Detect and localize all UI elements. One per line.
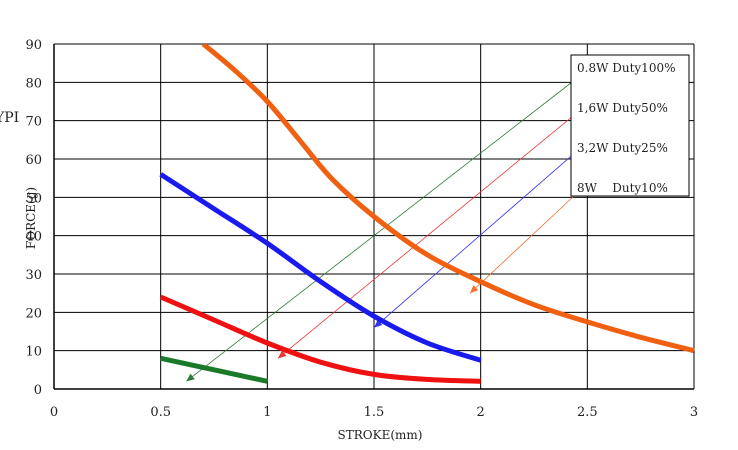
- y-axis-title: FORCE(g): [24, 187, 38, 249]
- y-tick-label: 80: [25, 76, 42, 91]
- series-pointer-arrowhead: [470, 285, 479, 294]
- x-tick-label: 0: [50, 405, 58, 420]
- legend-entry: 3,2W Duty25%: [577, 141, 668, 155]
- x-tick-label: 2.5: [577, 405, 598, 420]
- y-tick-label: 20: [25, 306, 42, 321]
- axis-layer: 0 10 20 30 40 50 60 70 80 90 0 0.5 1 1.5 2 2.5 3: [25, 38, 698, 420]
- series-line: [201, 44, 695, 354]
- x-tick-label: 3: [690, 405, 698, 420]
- x-tick-label: 2: [477, 405, 485, 420]
- y-tick-label: 10: [25, 345, 42, 360]
- x-tick-label: 1.5: [364, 405, 385, 420]
- x-axis-title: STROKE(mm): [338, 428, 423, 442]
- y-tick-label: 60: [25, 153, 42, 168]
- legend-entry: 1,6W Duty50%: [577, 101, 668, 115]
- y-tick-label: 70: [25, 115, 42, 130]
- series-pointer-line: [186, 78, 577, 382]
- series-pointer-line: [469, 193, 577, 294]
- y-tick-label: 30: [25, 268, 42, 283]
- legend-box: [570, 54, 690, 197]
- series-line: [160, 355, 268, 384]
- y-tick-label: 40: [25, 230, 42, 245]
- clipped-side-label: YPI: [0, 110, 19, 126]
- x-tick-label: 0.5: [150, 405, 171, 420]
- legend-entry: 8W Duty10%: [577, 181, 668, 195]
- series-pointer-arrowhead: [374, 319, 383, 328]
- pointer-layer: [186, 78, 577, 382]
- series-line: [159, 294, 481, 384]
- series-line: [159, 172, 482, 363]
- series-pointer-line: [373, 151, 577, 328]
- y-tick-label: 90: [25, 38, 42, 53]
- y-tick-label: 0: [34, 383, 42, 398]
- y-tick-label: 50: [25, 191, 42, 206]
- x-tick-label: 1: [263, 405, 271, 420]
- legend-entry: 0.8W Duty100%: [577, 61, 676, 75]
- series-pointer-arrowhead: [186, 373, 195, 382]
- series-pointer-arrowhead: [278, 350, 287, 359]
- legend: 0.8W Duty100% 1,6W Duty50% 3,2W Duty25% 8W …: [570, 54, 690, 197]
- series-layer: [159, 44, 695, 384]
- series-pointer-line: [277, 112, 577, 359]
